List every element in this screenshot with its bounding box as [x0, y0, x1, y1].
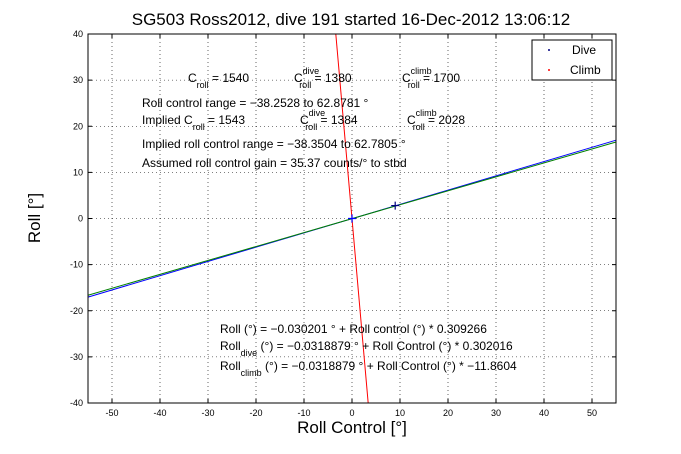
- annotation-assumed-gain: Assumed roll control gain = 35.37 counts…: [142, 156, 407, 170]
- annotation-fit-dive: Rolldive (°) = −0.0318879 ° + Roll Contr…: [220, 339, 513, 358]
- x-tick-label: 40: [539, 408, 549, 418]
- x-tick-label: 0: [349, 408, 354, 418]
- annotation-c-roll-climb: Cclimb roll = 1700: [402, 66, 460, 90]
- x-tick-label: 20: [443, 408, 453, 418]
- legend: Dive Climb: [531, 39, 613, 81]
- x-tick-label: 30: [491, 408, 501, 418]
- annotation-fit-climb: Rollclimb (°) = −0.0318879 ° + Roll Cont…: [220, 359, 517, 378]
- annotations: Croll = 1540 Cdive roll = 1380 Cclimb roll…: [142, 66, 517, 378]
- y-tick-label: -40: [70, 398, 83, 408]
- legend-climb-marker: [548, 69, 550, 71]
- legend-dive-label: Dive: [572, 43, 596, 57]
- y-tick-label: -20: [70, 306, 83, 316]
- annotation-c-roll-dive: Cdive roll = 1380: [294, 66, 352, 90]
- x-tick-label: -10: [297, 408, 310, 418]
- annotation-implied-c-roll-dive: Cdive roll = 1384: [300, 108, 358, 132]
- legend-climb-label: Climb: [570, 63, 601, 77]
- y-tick-label: 0: [78, 214, 83, 224]
- legend-box: [531, 39, 613, 81]
- annotation-fit-all: Roll (°) = −0.030201 ° + Roll control (°…: [220, 322, 487, 336]
- annotation-roll-control-range: Roll control range = −38.2528 to 62.8781…: [142, 96, 368, 110]
- chart-title: SG503 Ross2012, dive 191 started 16-Dec-…: [132, 10, 571, 29]
- y-tick-label: 30: [73, 75, 83, 85]
- annotation-c-roll: Croll = 1540: [188, 71, 249, 90]
- y-axis-label: Roll [°]: [25, 193, 44, 243]
- x-tick-label: -30: [201, 408, 214, 418]
- markers: [348, 201, 400, 223]
- y-tick-label: 40: [73, 29, 83, 39]
- y-tick-label: 20: [73, 121, 83, 131]
- x-tick-labels: -50 -40 -30 -20 -10 0 10 20 30 40 50: [105, 408, 597, 418]
- x-tick-label: -40: [153, 408, 166, 418]
- annotation-implied-c-roll: Implied Croll = 1543: [142, 113, 245, 132]
- axis-ticks: [88, 33, 616, 404]
- x-tick-label: -20: [249, 408, 262, 418]
- y-tick-label: 10: [73, 167, 83, 177]
- x-tick-label: -50: [105, 408, 118, 418]
- y-tick-labels: -40 -30 -20 -10 0 10 20 30 40: [70, 29, 83, 408]
- y-tick-label: -30: [70, 352, 83, 362]
- y-tick-label: -10: [70, 260, 83, 270]
- annotation-implied-c-roll-climb: Cclimb roll = 2028: [407, 108, 465, 132]
- marker-1: [391, 201, 400, 210]
- plot-area: [87, 33, 617, 404]
- x-tick-label: 50: [587, 408, 597, 418]
- x-axis-label: Roll Control [°]: [297, 418, 407, 437]
- marker-0: [348, 214, 356, 223]
- x-tick-label: 10: [395, 408, 405, 418]
- legend-dive-marker: [548, 49, 550, 51]
- annotation-implied-range: Implied roll control range = −38.3504 to…: [142, 137, 406, 151]
